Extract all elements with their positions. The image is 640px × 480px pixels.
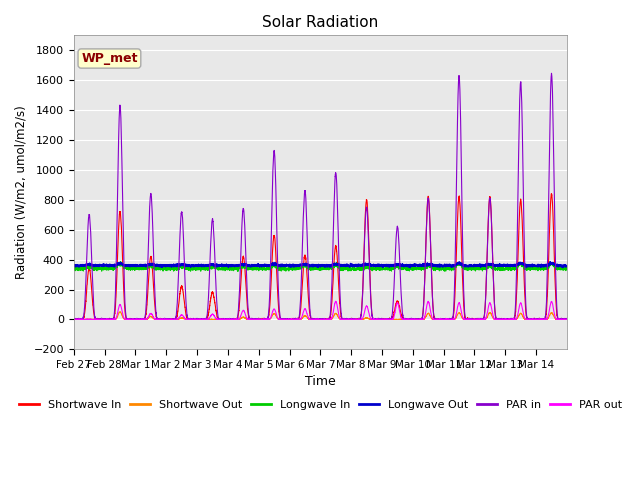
PAR out	[332, 299, 340, 304]
Longwave Out	[456, 260, 463, 266]
Longwave Out	[563, 263, 571, 269]
Shortwave Out	[70, 316, 77, 322]
Longwave Out	[365, 262, 372, 267]
Longwave Out	[492, 263, 500, 268]
Text: WP_met: WP_met	[81, 52, 138, 65]
Shortwave Out	[480, 316, 488, 322]
Shortwave In	[339, 316, 346, 322]
PAR in	[339, 316, 346, 322]
Shortwave In	[548, 191, 556, 197]
Longwave In	[116, 259, 124, 264]
Longwave Out	[547, 259, 554, 264]
Shortwave Out	[172, 316, 180, 322]
PAR out	[70, 316, 77, 322]
Shortwave In	[70, 316, 77, 322]
Shortwave In	[563, 316, 571, 322]
PAR in	[563, 316, 571, 322]
Shortwave In	[492, 316, 500, 322]
Shortwave In	[365, 231, 372, 237]
Shortwave Out	[563, 316, 571, 322]
X-axis label: Time: Time	[305, 375, 336, 388]
PAR out	[172, 316, 180, 322]
Shortwave In	[172, 316, 180, 322]
Longwave In	[456, 261, 463, 267]
PAR in	[365, 236, 372, 242]
PAR out	[70, 316, 77, 322]
Longwave In	[70, 264, 77, 270]
PAR out	[480, 316, 488, 322]
Line: Longwave In: Longwave In	[74, 262, 567, 272]
Shortwave Out	[70, 316, 77, 322]
Shortwave In	[479, 316, 487, 322]
Shortwave Out	[116, 309, 124, 315]
Line: Longwave Out: Longwave Out	[74, 262, 567, 268]
Line: Shortwave In: Shortwave In	[74, 194, 567, 319]
Longwave Out	[70, 263, 77, 269]
Longwave In	[492, 266, 500, 272]
Shortwave Out	[365, 316, 372, 322]
Longwave Out	[339, 263, 346, 268]
PAR out	[456, 300, 463, 306]
PAR in	[492, 315, 500, 321]
PAR in	[455, 73, 463, 79]
PAR out	[563, 316, 571, 322]
Longwave Out	[406, 265, 414, 271]
Longwave In	[339, 266, 346, 272]
PAR out	[339, 316, 346, 322]
Longwave Out	[172, 262, 180, 268]
Line: PAR out: PAR out	[74, 301, 567, 319]
Line: Shortwave Out: Shortwave Out	[74, 312, 567, 319]
Shortwave Out	[339, 316, 346, 322]
PAR out	[492, 316, 500, 322]
Shortwave Out	[492, 316, 500, 322]
Longwave In	[365, 265, 372, 271]
PAR in	[548, 71, 556, 76]
Longwave Out	[479, 264, 487, 269]
Legend: Shortwave In, Shortwave Out, Longwave In, Longwave Out, PAR in, PAR out: Shortwave In, Shortwave Out, Longwave In…	[14, 396, 627, 415]
Shortwave In	[455, 194, 463, 200]
Title: Solar Radiation: Solar Radiation	[262, 15, 378, 30]
Line: PAR in: PAR in	[74, 73, 567, 319]
Shortwave Out	[456, 310, 463, 316]
PAR in	[172, 314, 180, 320]
PAR in	[70, 316, 77, 322]
Longwave In	[172, 264, 180, 270]
Longwave In	[234, 269, 242, 275]
PAR in	[479, 316, 487, 322]
Longwave In	[480, 265, 488, 271]
Longwave In	[563, 264, 571, 270]
PAR out	[365, 310, 372, 315]
Y-axis label: Radiation (W/m2, umol/m2/s): Radiation (W/m2, umol/m2/s)	[15, 106, 28, 279]
